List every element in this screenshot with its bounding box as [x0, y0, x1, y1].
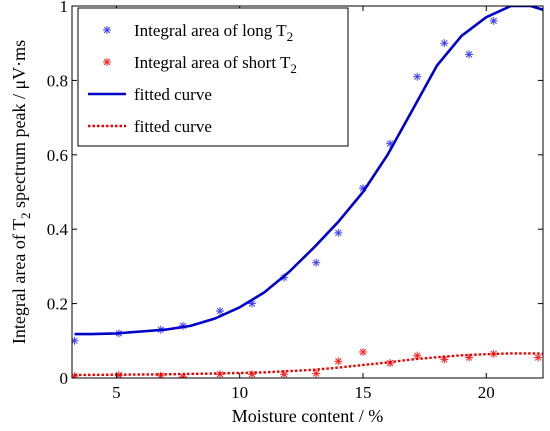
- scatter-point: [413, 72, 422, 81]
- scatter-point: [440, 39, 449, 48]
- x-tick-label: 10: [231, 383, 248, 402]
- scatter-point: [465, 50, 474, 59]
- scatter-point: [537, 6, 539, 7]
- legend-label: Integral area of short T2: [134, 53, 297, 76]
- legend-marker: [103, 58, 111, 66]
- scatter-point: [312, 258, 321, 267]
- scatter-series-1: [72, 347, 543, 378]
- scatter-point: [334, 357, 343, 366]
- x-tick-label: 5: [112, 383, 121, 402]
- scatter-point: [156, 371, 165, 378]
- plot-area-frame: [71, 5, 544, 379]
- x-axis-label: Moisture content / %: [232, 406, 383, 426]
- x-tick-label: 15: [354, 383, 371, 402]
- legend-box: [77, 7, 349, 147]
- y-tick-label: 0: [60, 369, 69, 388]
- legend-label: Integral area of long T2: [134, 21, 293, 44]
- scatter-point: [215, 307, 224, 316]
- legend-label: fitted curve: [134, 117, 212, 136]
- scatter-point: [386, 139, 395, 148]
- x-tick-label: 20: [478, 383, 495, 402]
- y-tick-label: 1: [60, 0, 69, 16]
- legend-marker: [103, 26, 111, 34]
- scatter-point: [334, 228, 343, 237]
- y-tick-label: 0.4: [47, 220, 69, 239]
- plot-series-group: [72, 6, 543, 378]
- legend: Integral area of long T2 Integral area of…: [77, 7, 349, 147]
- fitted-curve-line-3: [74, 352, 543, 377]
- fitted-curve-line-2: [74, 6, 543, 336]
- scatter-point: [312, 369, 321, 378]
- legend-label: fitted curve: [134, 85, 212, 104]
- y-tick-label: 0.2: [47, 295, 68, 314]
- scatter-point: [358, 347, 367, 356]
- scatter-point: [489, 16, 498, 25]
- scatter-point: [534, 353, 543, 362]
- scatter-point: [72, 336, 79, 345]
- y-axis-label: Integral area of T2 spectrum peak / μV·m…: [9, 40, 33, 344]
- y-tick-label: 0.8: [47, 71, 68, 90]
- y-tick-label: 0.6: [47, 146, 68, 165]
